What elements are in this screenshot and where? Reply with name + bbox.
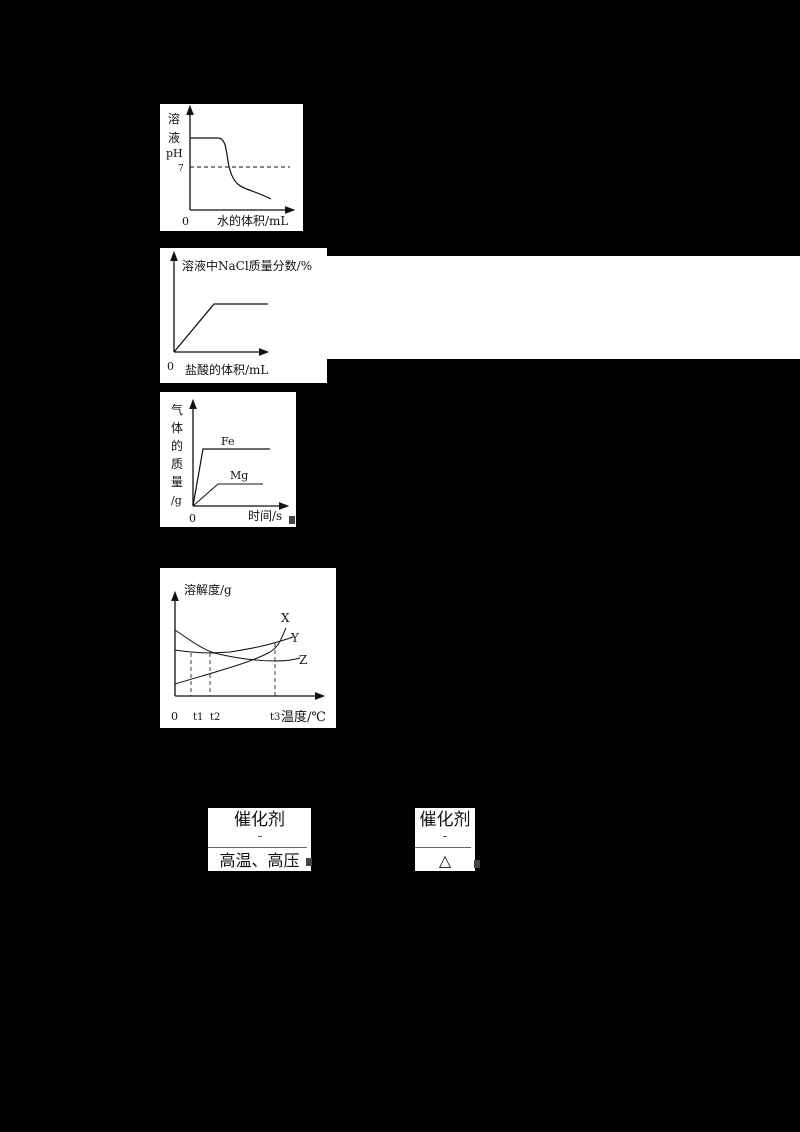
blank-answer-area xyxy=(327,256,800,359)
ph-ylabel-3: pH xyxy=(166,147,183,160)
condition-dash xyxy=(257,836,262,837)
ph-chart-plot: 溶 液 pH 7 0 水的体积/mL xyxy=(166,104,296,228)
solubility-chart-plot: 溶解度/g X Y Z 0 t1 t2 t3 温度/℃ xyxy=(171,582,326,725)
solubility-chart: 溶解度/g X Y Z 0 t1 t2 t3 温度/℃ xyxy=(160,568,336,728)
gas-ylabel-2: 体 xyxy=(171,421,183,435)
gas-ylabel-3: 的 xyxy=(171,438,183,453)
condition-temp-pressure: 高温、高压 xyxy=(219,851,300,870)
series-label-mg: Mg xyxy=(230,469,248,482)
nacl-chart-plot: 溶液中NaCl质量分数/% 0 盐酸的体积/mL xyxy=(167,250,312,377)
mark xyxy=(306,858,312,866)
series-label-z: Z xyxy=(299,653,307,667)
reaction-condition-1: 催化剂 高温、高压 xyxy=(208,808,311,871)
gas-ylabel-1: 气 xyxy=(171,402,183,417)
condition-rule xyxy=(208,847,307,848)
gas-ylabel-4: 质 xyxy=(171,457,183,471)
mark xyxy=(289,516,295,524)
nacl-xlabel: 盐酸的体积/mL xyxy=(185,362,268,377)
series-label-y: Y xyxy=(290,631,300,645)
gas-origin: 0 xyxy=(189,512,196,525)
nacl-ylabel: 溶液中NaCl质量分数/% xyxy=(182,258,312,273)
solubility-origin: 0 xyxy=(171,710,178,723)
condition-catalyst: 催化剂 xyxy=(234,810,285,830)
condition-catalyst: 催化剂 xyxy=(419,810,471,830)
gas-chart-plot: Fe Mg 气 体 的 质 量 /g 0 时间/s xyxy=(171,398,290,525)
condition-dash xyxy=(443,836,447,837)
ph-ylabel-1: 溶 xyxy=(168,111,180,126)
gas-ylabel-6: /g xyxy=(171,494,182,507)
xtick-t3: t3 xyxy=(270,712,280,723)
gas-chart: Fe Mg 气 体 的 质 量 /g 0 时间/s xyxy=(160,392,296,527)
condition-heat-symbol: △ xyxy=(438,851,452,870)
nacl-origin: 0 xyxy=(167,360,174,373)
series-label-fe: Fe xyxy=(221,435,235,448)
xtick-t1: t1 xyxy=(193,712,203,723)
reaction-condition-2: 催化剂 △ xyxy=(415,808,475,871)
condition-rule xyxy=(415,847,471,848)
gas-ylabel-5: 量 xyxy=(171,475,183,489)
ph-ylabel-2: 液 xyxy=(168,130,180,145)
gas-xlabel: 时间/s xyxy=(248,509,282,523)
ph-ref-tick: 7 xyxy=(178,164,184,174)
series-label-x: X xyxy=(281,611,290,625)
solubility-ylabel: 溶解度/g xyxy=(184,582,232,597)
nacl-chart: 溶液中NaCl质量分数/% 0 盐酸的体积/mL xyxy=(160,248,327,383)
solubility-xlabel: 温度/℃ xyxy=(281,709,326,725)
ph-xlabel: 水的体积/mL xyxy=(217,213,288,228)
ph-chart: 溶 液 pH 7 0 水的体积/mL xyxy=(160,104,303,231)
xtick-t2: t2 xyxy=(210,712,220,723)
ph-origin: 0 xyxy=(182,215,189,228)
mark xyxy=(474,860,480,868)
